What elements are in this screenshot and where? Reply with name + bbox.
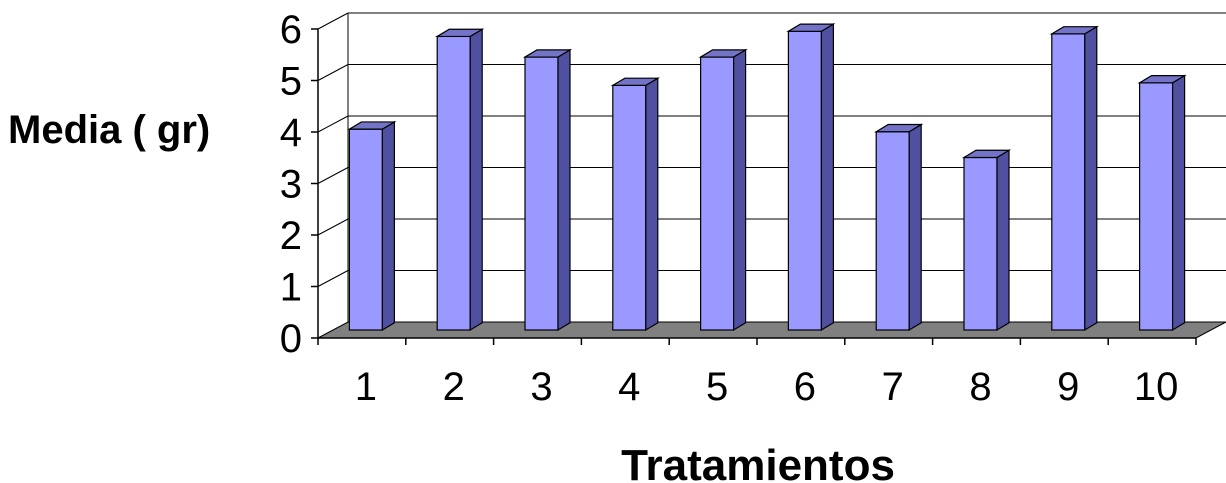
bar-top — [347, 121, 397, 130]
bar — [874, 123, 924, 332]
bar — [347, 120, 397, 332]
gridline-stub — [317, 167, 349, 184]
gridline-stub — [317, 270, 349, 287]
bar-side — [381, 120, 395, 332]
gridline-stub — [317, 218, 349, 236]
axis-layer — [311, 13, 1197, 345]
bar-side — [996, 149, 1010, 332]
bar-top — [610, 77, 660, 86]
bar-front — [963, 156, 998, 331]
x-tick-label: 3 — [530, 365, 552, 409]
bar-side — [1171, 74, 1186, 332]
bar — [698, 48, 748, 332]
bar-front — [436, 35, 471, 331]
gridline-stub — [317, 64, 349, 81]
bar-side — [645, 77, 659, 332]
y-tick-label: 3 — [280, 163, 302, 207]
x-tick-label: 7 — [882, 365, 904, 409]
bar-top — [1049, 26, 1099, 35]
bar-front — [524, 56, 559, 331]
bar — [1137, 74, 1187, 332]
x-tick-label: 2 — [443, 365, 465, 409]
bars-layer — [347, 23, 1187, 332]
bar-front — [787, 30, 823, 331]
x-tick-label: 10 — [1134, 365, 1179, 409]
bar-top — [874, 123, 924, 133]
bar-side — [732, 48, 747, 332]
bar-top — [522, 49, 573, 58]
x-tick-label: 8 — [969, 365, 991, 409]
bar — [786, 23, 836, 332]
x-tick-label: 5 — [706, 365, 728, 409]
bar-front — [1051, 33, 1086, 331]
x-axis-title: Tratamientos — [621, 441, 895, 483]
bar-side — [1084, 25, 1098, 332]
y-tick-label: 1 — [280, 266, 302, 310]
y-tick-label: 0 — [280, 317, 302, 361]
bar-side — [908, 123, 922, 332]
bar-top — [961, 149, 1012, 159]
bar-front — [612, 84, 647, 331]
x-tick-labels: 1 2 3 4 5 6 7 8 9 10 — [355, 365, 1179, 409]
bar — [522, 48, 573, 332]
bar — [961, 149, 1012, 332]
bar-front — [699, 56, 735, 331]
gridline-stub — [317, 12, 349, 30]
x-tick-label: 4 — [618, 365, 640, 409]
y-tick-label: 5 — [280, 60, 302, 104]
y-tick-labels: 0 1 2 3 4 5 6 — [280, 8, 302, 361]
bar-top — [698, 49, 748, 58]
y-tick-label: 2 — [280, 214, 302, 258]
y-tick-label: 4 — [280, 111, 302, 155]
bar-top — [786, 23, 836, 32]
bar-top — [435, 28, 485, 38]
bar-front — [875, 131, 910, 331]
y-axis-title: Media ( gr) — [8, 108, 210, 152]
x-tick-label: 6 — [794, 365, 816, 409]
x-tick-label: 9 — [1057, 365, 1079, 409]
bar — [1049, 25, 1099, 332]
gridline-stub — [317, 115, 349, 133]
x-tick-label: 1 — [355, 365, 377, 409]
y-tick-label: 6 — [280, 8, 302, 52]
bar-side — [469, 28, 483, 332]
bar-top — [1137, 74, 1187, 84]
bar-side — [557, 48, 571, 332]
bar — [435, 28, 485, 332]
bar — [610, 77, 660, 332]
bar-side — [820, 23, 835, 332]
bar-front — [1138, 82, 1174, 331]
bar-front — [348, 128, 383, 331]
